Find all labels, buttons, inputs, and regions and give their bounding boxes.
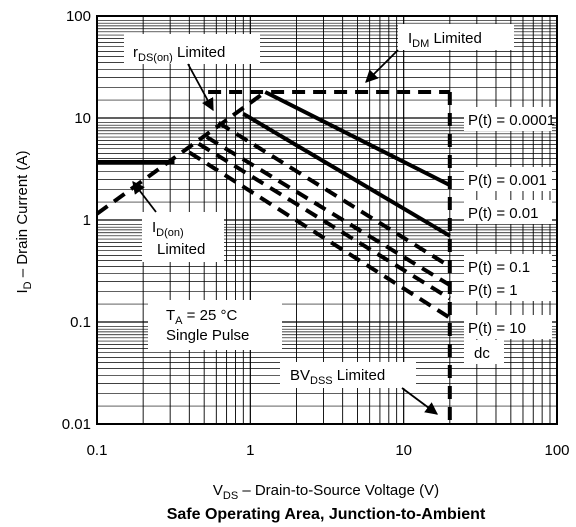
pt-label-1: P(t) = 0.001 (468, 172, 547, 189)
plot-frame (96, 15, 558, 425)
pt-label-3: P(t) = 0.1 (468, 259, 530, 276)
pt-label-6: dc (474, 345, 490, 362)
series-line (188, 150, 451, 320)
y-tick-label: 0.01 (62, 416, 91, 433)
pt-label-0: P(t) = 0.0001 (468, 112, 555, 129)
idm-arrow (365, 49, 399, 83)
series-line (242, 112, 451, 238)
x-tick-label: 0.1 (87, 442, 108, 459)
pt-box-6 (464, 340, 504, 364)
annotation-boxes (124, 24, 552, 388)
series-lines (95, 90, 452, 424)
x-axis-label: VDS – Drain-to-Source Voltage (V) (213, 482, 439, 502)
series-line (264, 90, 451, 187)
pt-box-2 (464, 200, 552, 224)
pt-box-0 (464, 107, 552, 131)
bvdss-arrow (401, 387, 439, 415)
rds-label: rDS(on) Limited (133, 44, 225, 64)
pt-box-4 (464, 277, 552, 301)
series-line (217, 121, 451, 269)
y-tick-label: 0.1 (70, 314, 91, 331)
idm-box (398, 24, 514, 50)
x-tick-label: 1 (246, 442, 254, 459)
ta-label: TA = 25 °C (166, 307, 237, 327)
idon-box (142, 212, 224, 262)
annotation-arrows (132, 49, 439, 415)
y-tick-labels: 0.01 0.1 1 10 100 (62, 8, 91, 433)
rds-arrow (187, 63, 214, 112)
idm-label: IDM Limited (408, 30, 482, 50)
x-tick-label: 100 (544, 442, 569, 459)
series-line (197, 141, 451, 301)
rds-box (124, 34, 260, 64)
ta-label-line2: Single Pulse (166, 327, 249, 344)
idon-label-line2: Limited (157, 241, 205, 258)
idon-arrow (132, 181, 157, 213)
pt-box-3 (464, 254, 552, 278)
chart-title: Safe Operating Area, Junction-to-Ambient (167, 506, 486, 523)
ta-box (148, 300, 282, 350)
pt-label-4: P(t) = 1 (468, 282, 518, 299)
idon-label: ID(on) (152, 219, 184, 239)
pt-label-2: P(t) = 0.01 (468, 205, 538, 222)
y-tick-label: 10 (74, 110, 91, 127)
bvdss-box (280, 362, 416, 388)
pt-label-5: P(t) = 10 (468, 320, 526, 337)
x-tick-labels: 0.1 1 10 100 (87, 442, 570, 459)
y-tick-label: 100 (66, 8, 91, 25)
series-line (95, 90, 267, 216)
y-tick-label: 1 (83, 212, 91, 229)
y-axis-label: ID – Drain Current (A) (14, 151, 34, 294)
pt-box-1 (464, 167, 552, 191)
series-line (205, 135, 451, 287)
pt-box-5 (464, 315, 552, 339)
x-tick-label: 10 (395, 442, 412, 459)
bvdss-label: BVDSS Limited (290, 367, 385, 387)
